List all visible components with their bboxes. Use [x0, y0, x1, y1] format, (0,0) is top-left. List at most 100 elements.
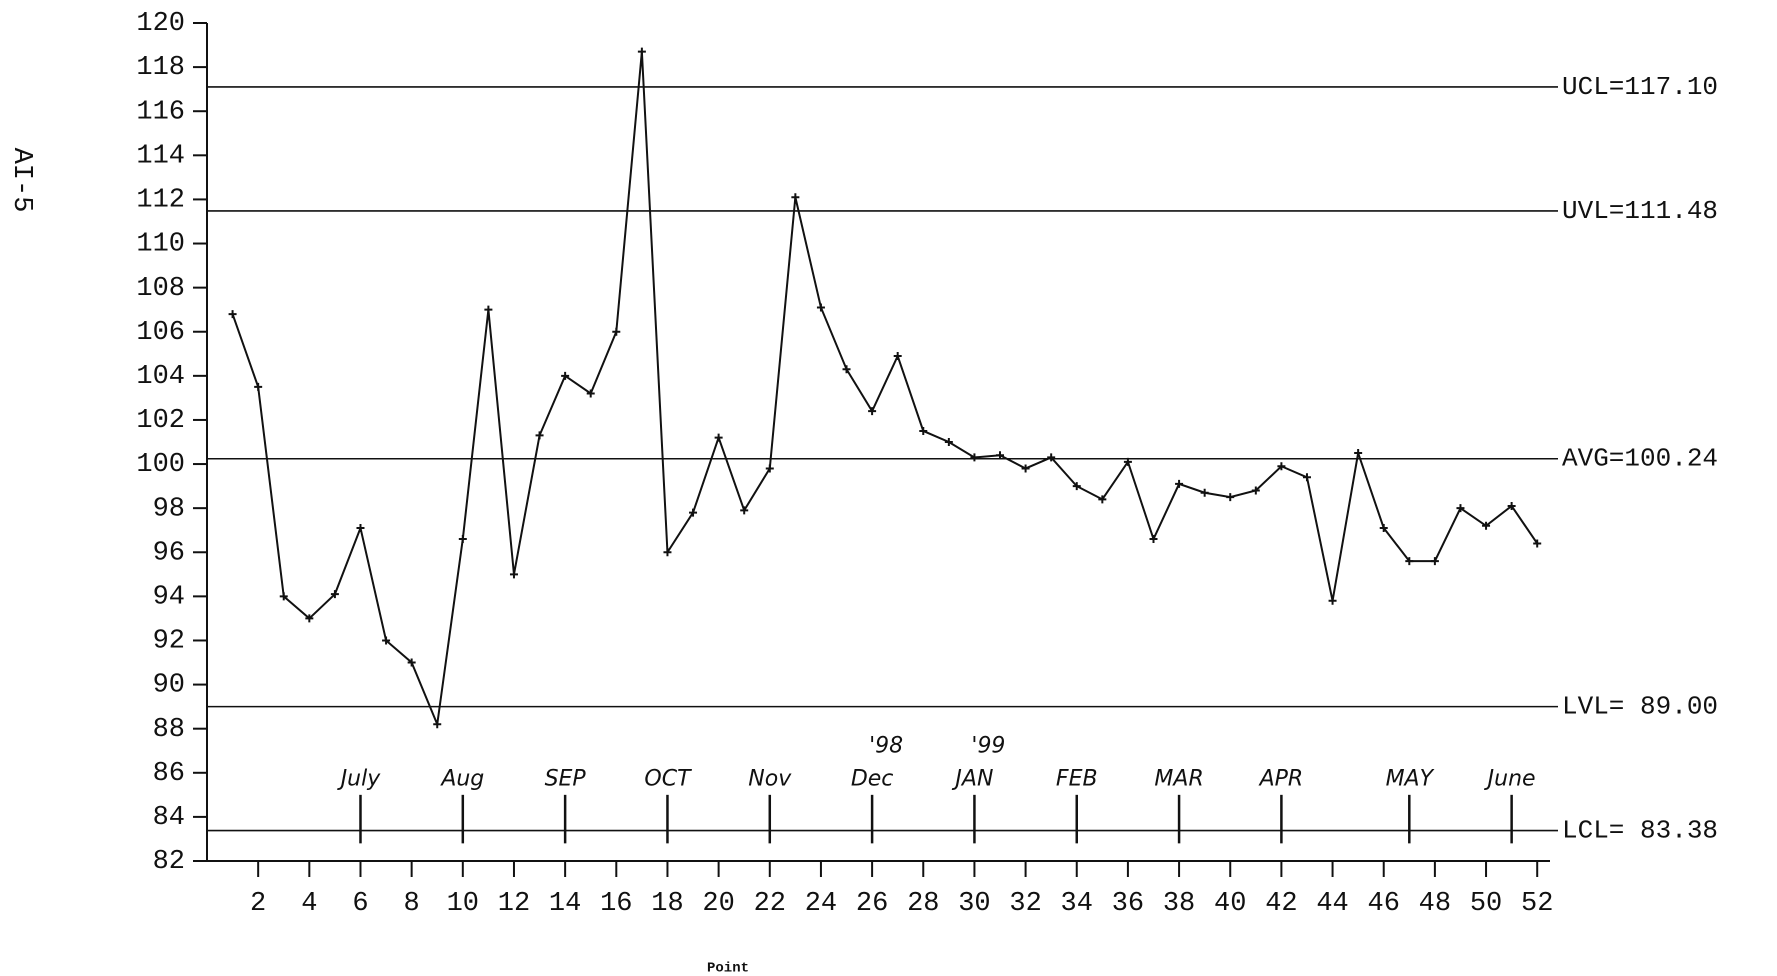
- data-point: [535, 431, 544, 440]
- month-label: JAN: [951, 766, 993, 791]
- data-point: [228, 310, 237, 319]
- control-limit-label: LCL= 83.38: [1562, 815, 1718, 845]
- month-label: MAR: [1154, 766, 1203, 791]
- data-point: [714, 433, 723, 442]
- control-limit-label: UCL=117.10: [1562, 72, 1718, 102]
- data-point: [1379, 524, 1388, 533]
- data-point: [484, 305, 493, 314]
- x-tick-label: 52: [1521, 889, 1553, 919]
- y-tick-label: 106: [136, 318, 185, 348]
- data-point: [1149, 535, 1158, 544]
- data-point: [612, 327, 621, 336]
- x-tick-label: 42: [1265, 889, 1297, 919]
- x-tick-label: 18: [651, 889, 683, 919]
- data-point: [637, 47, 646, 56]
- year-label: '98: [869, 733, 903, 758]
- data-point: [765, 464, 774, 473]
- x-tick-label: 14: [549, 889, 581, 919]
- x-tick-label: 6: [352, 889, 368, 919]
- y-tick-label: 108: [136, 274, 185, 304]
- x-tick-label: 40: [1214, 889, 1246, 919]
- y-tick-label: 90: [153, 671, 185, 701]
- x-tick-label: 16: [600, 889, 632, 919]
- data-point: [1098, 495, 1107, 504]
- y-tick-label: 92: [153, 627, 185, 657]
- data-point: [1251, 486, 1260, 495]
- data-point: [1021, 464, 1030, 473]
- y-tick-label: 120: [136, 9, 185, 39]
- month-label: Aug: [439, 766, 484, 791]
- data-point: [1354, 449, 1363, 458]
- page-label: AI-5: [6, 148, 36, 213]
- data-point: [1072, 482, 1081, 491]
- data-point: [356, 524, 365, 533]
- month-label: APR: [1258, 766, 1304, 791]
- data-point: [996, 451, 1005, 460]
- control-limit-label: LVL= 89.00: [1562, 692, 1718, 722]
- y-tick-label: 96: [153, 538, 185, 568]
- data-point: [1507, 501, 1516, 510]
- x-tick-label: 34: [1061, 889, 1093, 919]
- data-point: [561, 371, 570, 380]
- data-point: [1277, 462, 1286, 471]
- x-tick-label: 24: [805, 889, 837, 919]
- y-tick-label: 94: [153, 582, 185, 612]
- y-tick-label: 100: [136, 450, 185, 480]
- data-point: [509, 570, 518, 579]
- data-point: [893, 351, 902, 360]
- data-point: [868, 407, 877, 416]
- y-tick-label: 110: [136, 230, 185, 260]
- y-tick-label: 116: [136, 97, 185, 127]
- x-tick-label: 50: [1470, 889, 1502, 919]
- data-point: [1405, 557, 1414, 566]
- data-point: [842, 365, 851, 374]
- data-point: [970, 453, 979, 462]
- month-label: Nov: [748, 766, 792, 791]
- x-axis-label: Point: [707, 961, 749, 976]
- data-point: [1200, 488, 1209, 497]
- x-tick-label: 2: [250, 889, 266, 919]
- data-point: [1328, 596, 1337, 605]
- data-point: [433, 720, 442, 729]
- month-label: SEP: [545, 766, 587, 791]
- data-point: [254, 382, 263, 391]
- x-tick-label: 44: [1316, 889, 1348, 919]
- month-label: June: [1484, 766, 1536, 791]
- x-tick-label: 30: [958, 889, 990, 919]
- data-point: [305, 614, 314, 623]
- series-line: [231, 51, 1539, 729]
- data-point: [330, 590, 339, 599]
- data-point: [279, 592, 288, 601]
- x-tick-label: 38: [1163, 889, 1195, 919]
- y-tick-label: 118: [136, 53, 185, 83]
- month-label: FEB: [1056, 766, 1098, 791]
- x-tick-label: 28: [907, 889, 939, 919]
- data-point: [1482, 521, 1491, 530]
- data-point: [1430, 557, 1439, 566]
- data-point: [458, 535, 467, 544]
- data-point: [944, 438, 953, 446]
- data-point: [1302, 473, 1311, 482]
- x-tick-label: 22: [754, 889, 786, 919]
- x-tick-label: 8: [404, 889, 420, 919]
- month-label: MAY: [1386, 766, 1435, 791]
- y-tick-label: 102: [136, 406, 185, 436]
- data-point: [816, 303, 825, 312]
- y-tick-label: 112: [136, 186, 185, 216]
- x-tick-label: 4: [301, 889, 317, 919]
- year-label: '99: [971, 733, 1005, 758]
- y-tick-label: 86: [153, 759, 185, 789]
- data-point: [1175, 479, 1184, 488]
- x-tick-label: 32: [1009, 889, 1041, 919]
- y-tick-label: 84: [153, 803, 185, 833]
- x-tick-label: 46: [1368, 889, 1400, 919]
- month-label: Dec: [851, 766, 894, 791]
- month-label: July: [337, 766, 382, 791]
- data-point: [1047, 453, 1056, 462]
- control-limit-label: UVL=111.48: [1562, 196, 1718, 226]
- data-point: [382, 636, 391, 645]
- data-point: [689, 508, 698, 517]
- x-tick-label: 20: [702, 889, 734, 919]
- x-tick-label: 36: [1112, 889, 1144, 919]
